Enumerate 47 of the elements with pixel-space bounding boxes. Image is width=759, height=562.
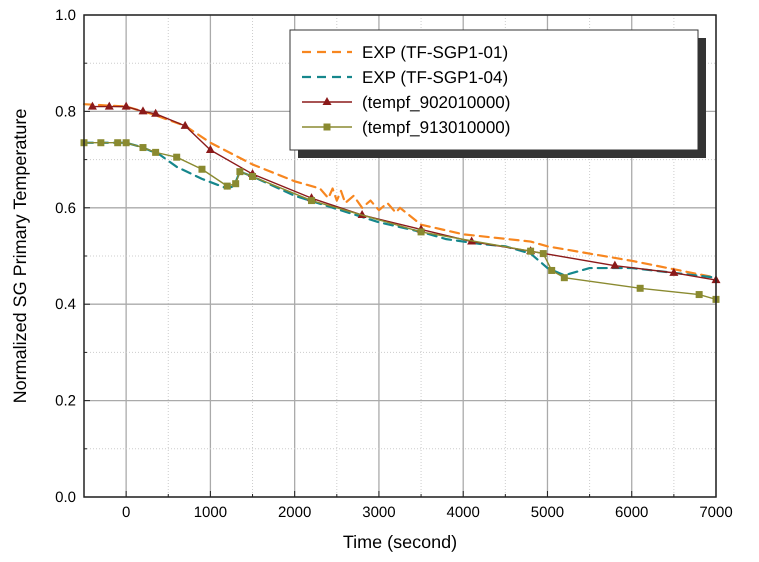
point: [560, 274, 568, 282]
y-tick-label: 0.8: [55, 103, 76, 120]
point: [610, 260, 620, 269]
point: [236, 168, 244, 176]
y-tick-label: 1.0: [55, 7, 76, 24]
point: [152, 148, 160, 156]
point: [696, 291, 703, 298]
legend-label: (tempf_902010000): [362, 93, 510, 112]
point: [88, 102, 97, 110]
legend-label: EXP (TF-SGP1-01): [362, 43, 508, 62]
point: [548, 266, 556, 274]
point: [122, 102, 131, 110]
x-tick-label: 1000: [194, 504, 228, 521]
point: [418, 228, 425, 236]
point: [173, 154, 180, 161]
y-tick-label: 0.4: [55, 296, 76, 314]
point: [232, 180, 240, 188]
point: [180, 120, 190, 129]
legend-label: EXP (TF-SGP1-04): [362, 68, 508, 87]
x-tick-label: 7000: [699, 504, 733, 521]
y-tick-label: 0.2: [55, 392, 76, 410]
x-tick-label: 5000: [530, 504, 564, 521]
point: [104, 102, 114, 110]
point: [249, 172, 256, 180]
legend-label: (tempf_913010000): [362, 118, 510, 137]
point: [636, 284, 644, 292]
point: [206, 144, 215, 153]
point: [122, 139, 130, 146]
x-tick-label: 2000: [278, 504, 312, 521]
point: [114, 139, 122, 146]
point: [138, 106, 148, 114]
point: [308, 197, 316, 204]
point: [139, 144, 146, 152]
x-tick-label: 0: [122, 504, 130, 521]
y-tick-label: 0.0: [55, 489, 76, 506]
point: [224, 182, 231, 190]
x-tick-label: 4000: [446, 504, 480, 521]
x-tick-label: 3000: [362, 504, 396, 521]
point: [669, 268, 678, 276]
y-tick-label: 0.6: [55, 200, 76, 217]
point: [198, 166, 206, 173]
x-axis-title: Time (second): [342, 532, 458, 552]
point: [151, 108, 160, 117]
y-axis-title: Normalized SG Primary Temperature: [10, 108, 30, 404]
point: [97, 139, 104, 146]
point: [540, 250, 547, 258]
x-tick-label: 6000: [615, 504, 648, 521]
